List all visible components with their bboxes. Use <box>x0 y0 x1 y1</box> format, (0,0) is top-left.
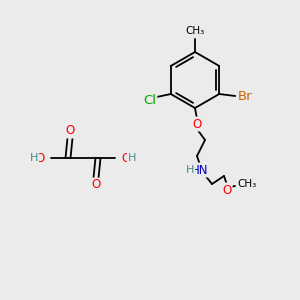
Text: HN: HN <box>191 164 209 176</box>
Text: O: O <box>121 152 130 164</box>
Text: H: H <box>30 153 38 163</box>
Text: H: H <box>186 165 194 175</box>
Text: O: O <box>192 118 202 130</box>
Text: H: H <box>128 153 136 163</box>
Text: O: O <box>65 124 75 137</box>
Text: Cl: Cl <box>143 94 156 107</box>
Text: O: O <box>222 184 232 196</box>
Text: Br: Br <box>238 89 253 103</box>
Text: O: O <box>36 152 45 164</box>
Text: O: O <box>92 178 100 191</box>
Text: CH₃: CH₃ <box>237 179 256 189</box>
Text: CH₃: CH₃ <box>185 26 205 36</box>
